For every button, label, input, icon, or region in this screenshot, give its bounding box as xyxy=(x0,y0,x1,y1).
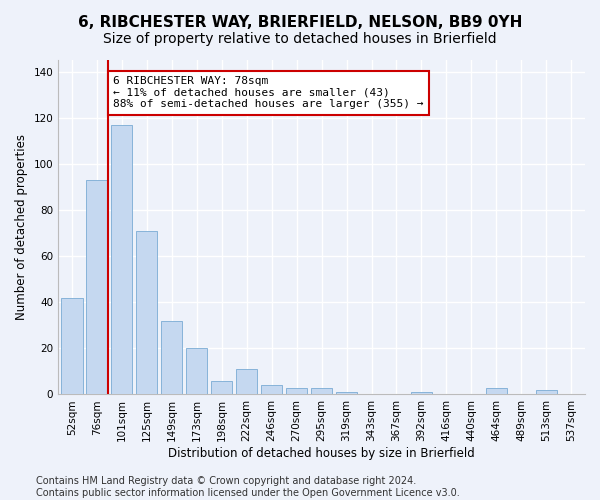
Bar xyxy=(86,180,107,394)
Text: Contains HM Land Registry data © Crown copyright and database right 2024.
Contai: Contains HM Land Registry data © Crown c… xyxy=(36,476,460,498)
Bar xyxy=(311,388,332,394)
Bar xyxy=(136,230,157,394)
Y-axis label: Number of detached properties: Number of detached properties xyxy=(15,134,28,320)
Bar xyxy=(161,320,182,394)
Bar xyxy=(486,388,507,394)
X-axis label: Distribution of detached houses by size in Brierfield: Distribution of detached houses by size … xyxy=(168,447,475,460)
Bar xyxy=(411,392,432,394)
Bar xyxy=(261,385,282,394)
Bar xyxy=(336,392,357,394)
Bar xyxy=(286,388,307,394)
Text: Size of property relative to detached houses in Brierfield: Size of property relative to detached ho… xyxy=(103,32,497,46)
Text: 6 RIBCHESTER WAY: 78sqm
← 11% of detached houses are smaller (43)
88% of semi-de: 6 RIBCHESTER WAY: 78sqm ← 11% of detache… xyxy=(113,76,424,110)
Bar xyxy=(211,380,232,394)
Bar xyxy=(111,124,133,394)
Bar xyxy=(236,369,257,394)
Bar xyxy=(536,390,557,394)
Text: 6, RIBCHESTER WAY, BRIERFIELD, NELSON, BB9 0YH: 6, RIBCHESTER WAY, BRIERFIELD, NELSON, B… xyxy=(78,15,522,30)
Bar xyxy=(61,298,83,394)
Bar xyxy=(186,348,208,395)
